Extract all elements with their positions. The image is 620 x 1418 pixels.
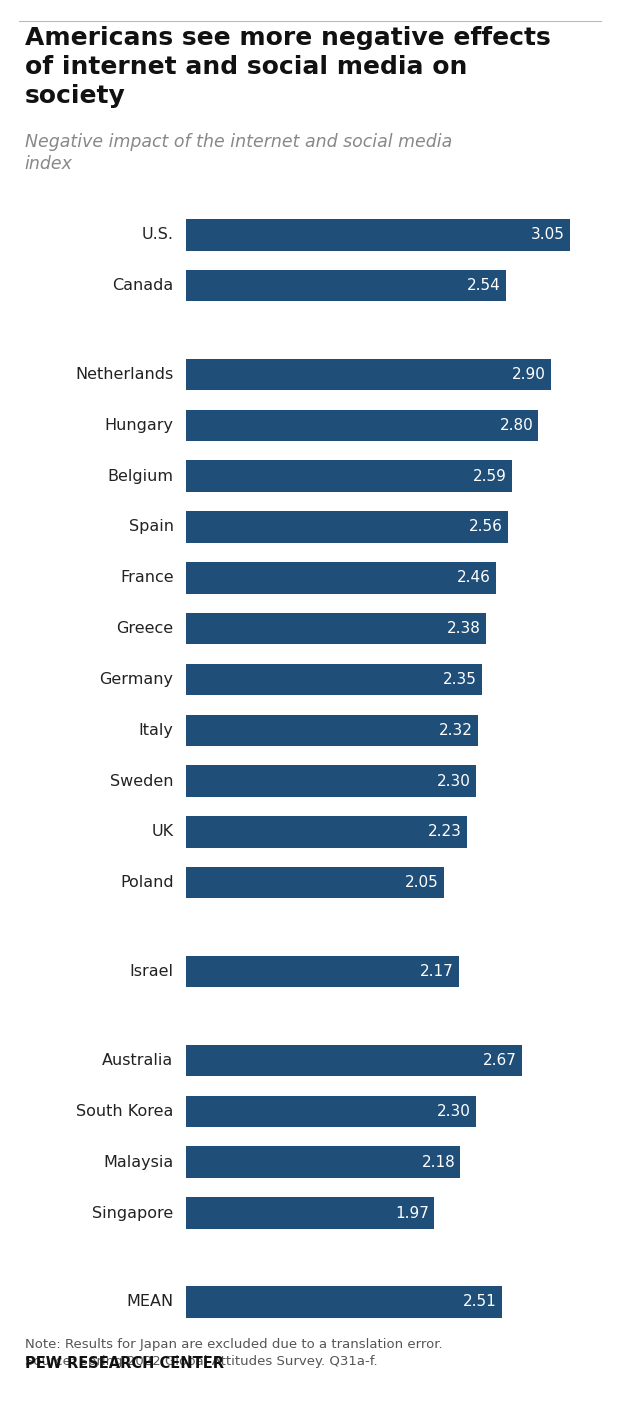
- Bar: [186, 269, 506, 302]
- Text: PEW RESEARCH CENTER: PEW RESEARCH CENTER: [25, 1356, 224, 1371]
- Text: Netherlands: Netherlands: [75, 367, 174, 381]
- Bar: [186, 1197, 434, 1229]
- Text: Americans see more negative effects
of internet and social media on
society: Americans see more negative effects of i…: [25, 27, 551, 108]
- Text: Singapore: Singapore: [92, 1205, 174, 1221]
- Text: 2.30: 2.30: [436, 774, 471, 788]
- Text: Poland: Poland: [120, 875, 174, 891]
- Text: Sweden: Sweden: [110, 774, 174, 788]
- Text: Germany: Germany: [100, 672, 174, 686]
- Bar: [186, 956, 459, 987]
- Text: 2.17: 2.17: [420, 964, 454, 980]
- Bar: [186, 1045, 522, 1076]
- Text: 2.35: 2.35: [443, 672, 477, 686]
- Text: 3.05: 3.05: [531, 227, 565, 242]
- Text: UK: UK: [151, 824, 174, 839]
- Text: 2.90: 2.90: [512, 367, 546, 381]
- Text: Belgium: Belgium: [107, 469, 174, 484]
- Text: Australia: Australia: [102, 1054, 174, 1068]
- Bar: [186, 766, 476, 797]
- Bar: [186, 359, 551, 390]
- Bar: [186, 512, 508, 543]
- Bar: [186, 866, 444, 899]
- Text: 2.51: 2.51: [463, 1295, 497, 1309]
- Text: 2.46: 2.46: [457, 570, 490, 586]
- Bar: [186, 1286, 502, 1317]
- Text: 2.54: 2.54: [467, 278, 501, 294]
- Text: 1.97: 1.97: [395, 1205, 429, 1221]
- Text: Note: Results for Japan are excluded due to a translation error.
Source: Spring : Note: Results for Japan are excluded due…: [25, 1339, 443, 1368]
- Bar: [186, 1096, 476, 1127]
- Text: 2.05: 2.05: [405, 875, 439, 891]
- Text: Negative impact of the internet and social media
index: Negative impact of the internet and soci…: [25, 133, 452, 173]
- Text: 2.32: 2.32: [439, 723, 473, 737]
- Bar: [186, 1147, 461, 1178]
- Text: 2.80: 2.80: [500, 418, 533, 432]
- Text: France: France: [120, 570, 174, 586]
- Bar: [186, 664, 482, 695]
- Text: U.S.: U.S.: [141, 227, 174, 242]
- Text: 2.38: 2.38: [446, 621, 480, 637]
- Text: 2.67: 2.67: [483, 1054, 517, 1068]
- Text: 2.23: 2.23: [428, 824, 462, 839]
- Bar: [186, 461, 512, 492]
- Bar: [186, 613, 485, 644]
- Text: Spain: Spain: [128, 519, 174, 535]
- Text: MEAN: MEAN: [126, 1295, 174, 1309]
- Text: Israel: Israel: [130, 964, 174, 980]
- Text: Canada: Canada: [112, 278, 174, 294]
- Bar: [186, 218, 570, 251]
- Bar: [186, 410, 538, 441]
- Text: Hungary: Hungary: [105, 418, 174, 432]
- Text: 2.59: 2.59: [473, 469, 507, 484]
- Bar: [186, 562, 495, 594]
- Text: Greece: Greece: [117, 621, 174, 637]
- Text: Malaysia: Malaysia: [104, 1154, 174, 1170]
- Bar: [186, 715, 478, 746]
- Text: 2.56: 2.56: [469, 519, 503, 535]
- Text: 2.18: 2.18: [422, 1154, 455, 1170]
- Text: Italy: Italy: [139, 723, 174, 737]
- Text: 2.30: 2.30: [436, 1105, 471, 1119]
- Text: South Korea: South Korea: [76, 1105, 174, 1119]
- Bar: [186, 817, 467, 848]
